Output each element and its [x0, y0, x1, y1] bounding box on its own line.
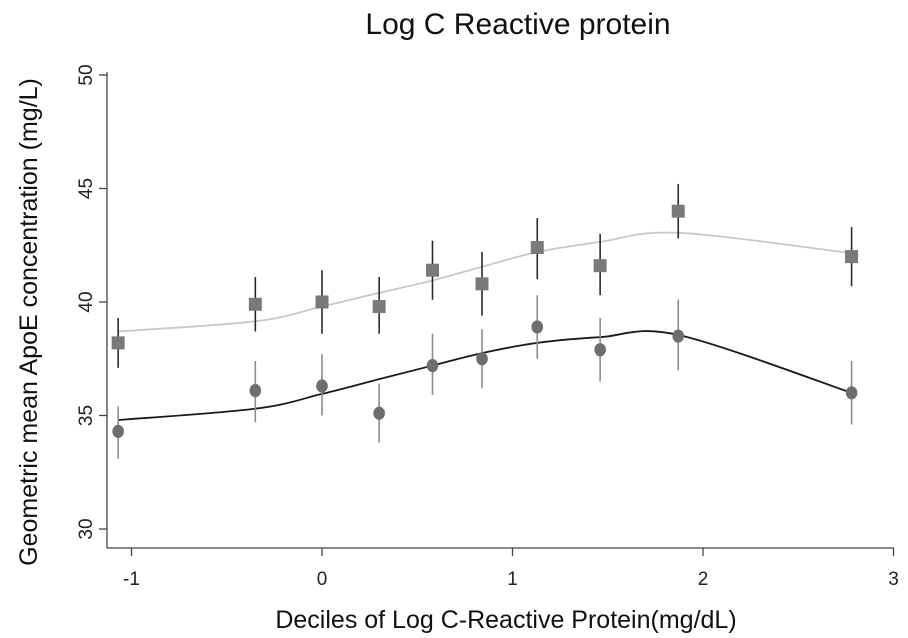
data-point-square [593, 259, 607, 273]
data-point-circle [594, 343, 606, 357]
data-point-square [530, 241, 544, 255]
y-tick-label: 40 [76, 291, 97, 312]
data-point-square [315, 295, 329, 309]
data-point-circle [672, 329, 685, 343]
x-tick-label: 3 [888, 569, 899, 590]
data-point-square [248, 297, 262, 311]
data-point-square [425, 263, 439, 277]
data-point-circle [476, 352, 488, 366]
x-axis-label: Deciles of Log C-Reactive Protein(mg/dL) [275, 606, 736, 634]
data-point-circle [531, 320, 544, 334]
data-point-circle [845, 386, 858, 400]
markers-layer [111, 204, 859, 438]
y-axis-label: Geometric mean ApoE concentration (mg/L) [15, 78, 43, 566]
x-tick-label: 2 [698, 569, 709, 590]
data-point-square [111, 336, 125, 350]
data-point-square [372, 300, 386, 314]
data-point-square [671, 204, 685, 218]
data-point-circle [316, 379, 328, 393]
y-tick-label: 45 [76, 178, 97, 199]
data-point-square [475, 277, 489, 291]
data-point-circle [249, 383, 262, 398]
data-point-circle [426, 358, 439, 373]
data-point-square [845, 250, 859, 264]
fit-lines-layer [118, 231, 852, 421]
x-tick-label: 0 [317, 569, 328, 590]
x-tick-label: -1 [123, 569, 140, 590]
error-bars-layer [117, 183, 853, 459]
data-point-circle [112, 424, 124, 438]
x-tick-label: 1 [507, 569, 518, 590]
data-point-circle [373, 406, 385, 420]
y-tick-label: 30 [76, 518, 97, 539]
fit-line-series-2 [118, 330, 852, 421]
ticks-layer: -1 0 1 2 3 30 35 40 45 50 [76, 64, 899, 590]
y-tick-label: 35 [76, 405, 97, 426]
chart-title: Log C Reactive protein [365, 8, 670, 41]
y-tick-label: 50 [76, 64, 97, 85]
